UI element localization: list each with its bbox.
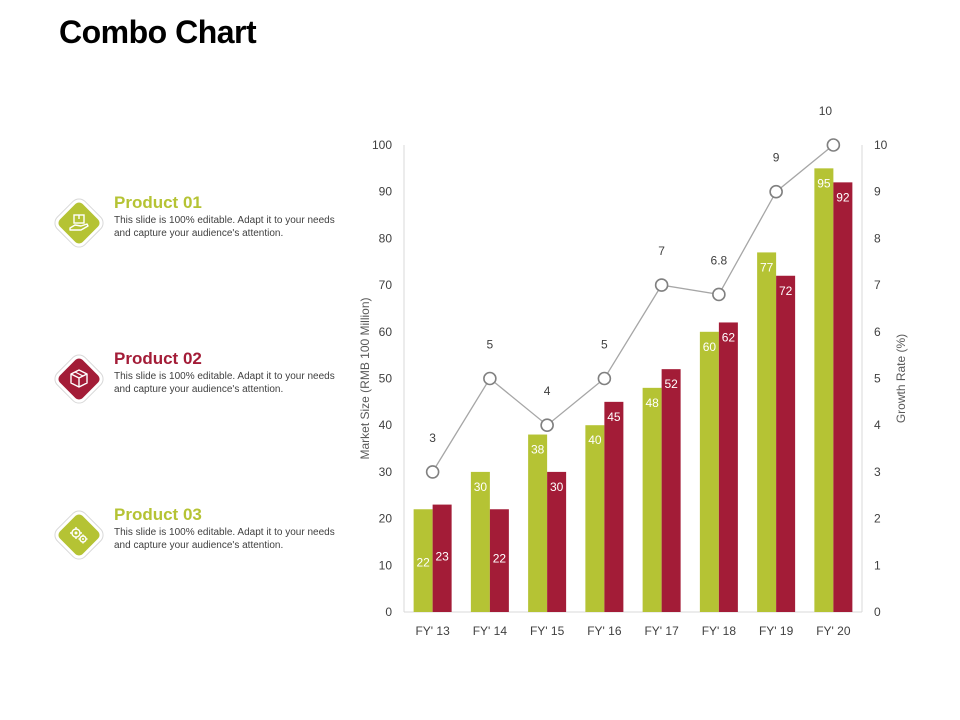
bar-product-02 (547, 471, 567, 612)
y-tick-label: 60 (379, 325, 393, 339)
y-tick-label: 30 (379, 465, 393, 479)
product-03-name: Product 03 (114, 505, 202, 524)
y-tick-label: 80 (379, 231, 393, 245)
bar-product-01 (413, 509, 433, 612)
x-tick-label: FY' 18 (702, 624, 737, 638)
y2-tick-label: 9 (874, 185, 881, 199)
growth-rate-label: 9 (773, 151, 780, 165)
growth-rate-point (769, 184, 783, 199)
growth-rate-label: 4 (544, 384, 551, 398)
y2-tick-label: 6 (874, 325, 881, 339)
growth-rate-label: 6.8 (711, 253, 728, 267)
y-tick-label: 100 (372, 138, 392, 152)
x-tick-label: FY' 15 (530, 624, 565, 638)
y2-tick-label: 1 (874, 558, 881, 572)
bar-value-label: 95 (817, 176, 831, 190)
product-01: Product 01 This slide is 100% editable. … (55, 193, 355, 253)
y2-tick-label: 8 (874, 231, 881, 245)
bar-value-label: 30 (474, 480, 488, 494)
y2-tick-label: 5 (874, 372, 881, 386)
bar-value-label: 92 (836, 190, 850, 204)
y2-tick-label: 4 (874, 418, 881, 432)
bar-value-label: 23 (435, 549, 449, 563)
bar-product-02 (661, 369, 681, 612)
growth-rate-point (483, 371, 497, 386)
growth-rate-label: 5 (601, 338, 608, 352)
x-tick-label: FY' 13 (415, 624, 450, 638)
product-01-name: Product 01 (114, 193, 202, 212)
y-tick-label: 50 (379, 372, 393, 386)
bar-value-label: 40 (588, 433, 602, 447)
product-01-badge (55, 199, 103, 247)
bar-product-02 (432, 504, 452, 612)
bar-product-01 (814, 168, 834, 612)
bar-value-label: 62 (722, 330, 736, 344)
x-tick-label: FY' 20 (816, 624, 851, 638)
product-03-desc: This slide is 100% editable. Adapt it to… (114, 527, 335, 551)
product-02-desc: This slide is 100% editable. Adapt it to… (114, 371, 335, 395)
bar-value-label: 60 (703, 340, 717, 354)
y-axis-title: Market Size (RMB 100 Million) (358, 297, 372, 459)
bar-value-label: 48 (645, 396, 659, 410)
growth-rate-label: 10 (819, 104, 833, 118)
product-03-badge (55, 511, 103, 559)
product-02: Product 02 This slide is 100% editable. … (55, 349, 355, 409)
growth-rate-point (540, 418, 554, 433)
bar-value-label: 72 (779, 284, 793, 298)
bar-product-01 (699, 331, 719, 612)
cube-icon (70, 369, 88, 388)
product-03: Product 03 This slide is 100% editable. … (55, 505, 355, 565)
y-tick-label: 20 (379, 512, 393, 526)
bar-product-01 (757, 252, 777, 612)
bar-product-02 (604, 401, 624, 612)
bar-product-02 (489, 509, 509, 612)
gears-icon (70, 527, 88, 544)
product-02-badge (55, 355, 103, 403)
growth-rate-point (597, 371, 612, 386)
box-hand-icon (69, 214, 89, 231)
bar-value-label: 45 (607, 410, 621, 424)
bar-product-01 (528, 434, 548, 612)
y2-tick-label: 10 (874, 138, 888, 152)
growth-rate-point (712, 287, 726, 302)
growth-rate-label: 3 (429, 431, 436, 445)
growth-rate-point (425, 465, 440, 479)
y-tick-label: 40 (379, 418, 393, 432)
growth-rate-label: 7 (658, 244, 665, 258)
bar-value-label: 52 (664, 377, 678, 391)
y2-tick-label: 7 (874, 278, 881, 292)
x-tick-label: FY' 16 (587, 624, 622, 638)
x-tick-label: FY' 17 (644, 624, 679, 638)
x-tick-label: FY' 19 (759, 624, 794, 638)
growth-rate-label: 5 (487, 338, 494, 352)
y2-tick-label: 0 (874, 605, 881, 619)
bar-value-label: 22 (416, 556, 430, 570)
bar-product-01 (585, 425, 605, 612)
page-title: Combo Chart (59, 14, 257, 50)
bar-product-02 (776, 275, 796, 612)
x-tick-label: FY' 14 (473, 624, 508, 638)
bar-value-label: 22 (493, 552, 507, 566)
product-02-name: Product 02 (114, 349, 202, 368)
bar-value-label: 30 (550, 480, 564, 494)
bar-product-02 (833, 182, 853, 613)
y2-tick-label: 2 (874, 512, 881, 526)
bar-value-label: 77 (760, 260, 774, 274)
y-tick-label: 90 (379, 185, 393, 199)
bar-product-02 (718, 322, 738, 612)
y2-axis-title: Growth Rate (%) (894, 334, 908, 423)
bar-product-01 (470, 471, 490, 612)
bar-value-label: 38 (531, 443, 545, 457)
growth-rate-point (826, 138, 841, 152)
growth-rate-point (654, 278, 669, 292)
y-tick-label: 70 (379, 278, 393, 292)
growth-rate-line (432, 144, 834, 473)
bar-product-01 (642, 387, 662, 612)
y-tick-label: 10 (379, 558, 393, 572)
y-tick-label: 0 (385, 605, 392, 619)
product-01-desc: This slide is 100% editable. Adapt it to… (114, 215, 335, 239)
y2-tick-label: 3 (874, 465, 881, 479)
